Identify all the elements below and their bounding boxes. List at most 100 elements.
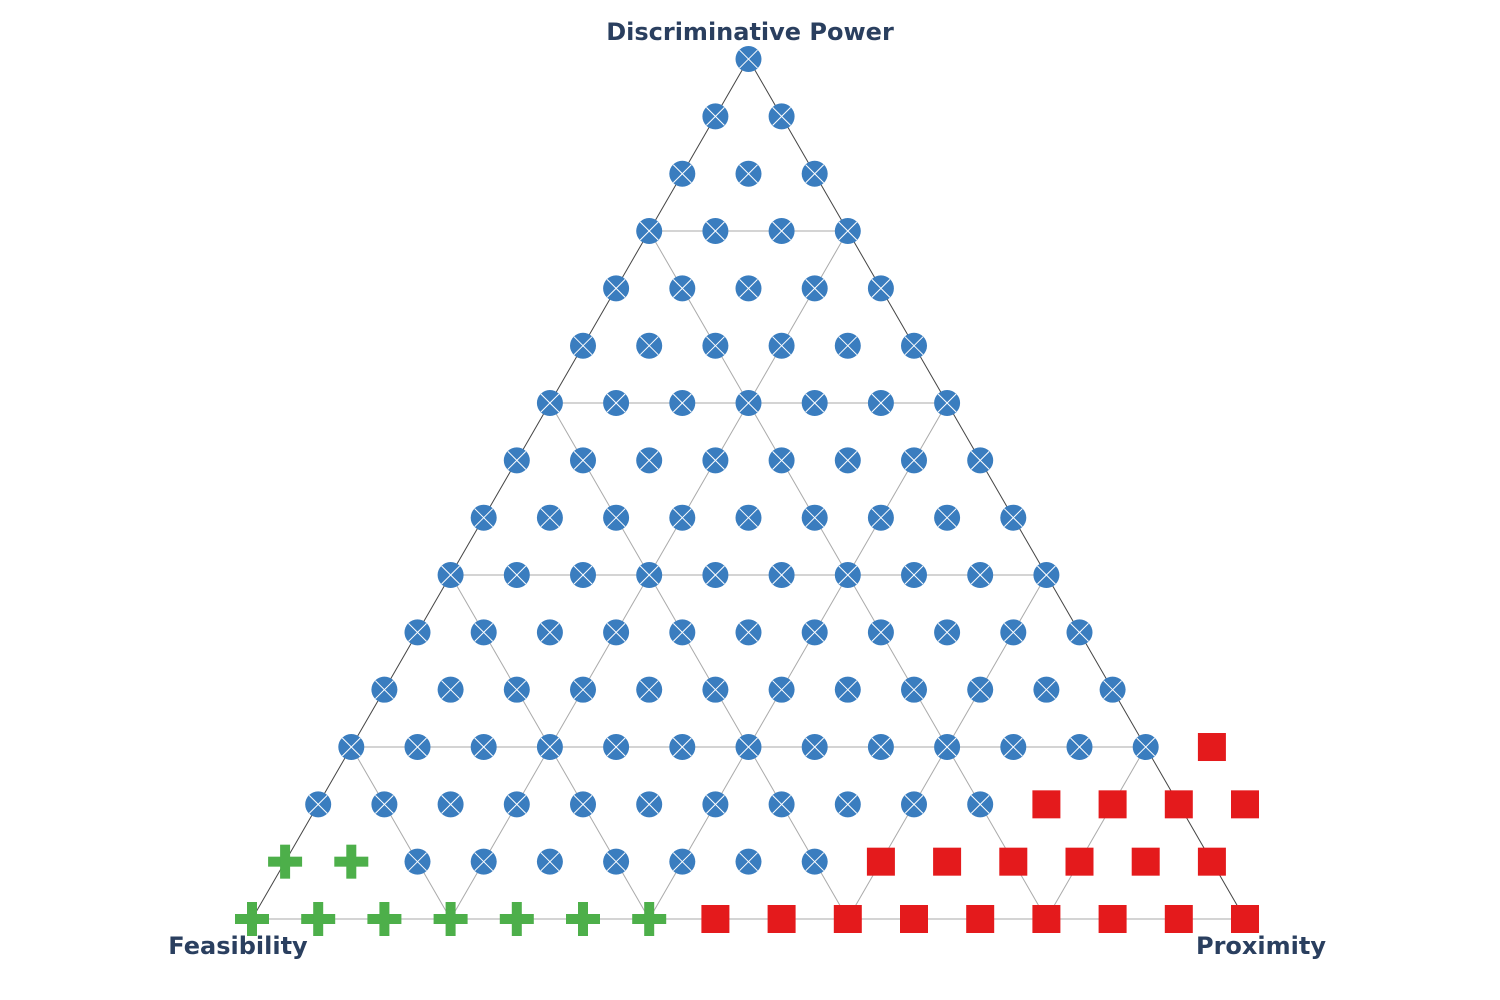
point-square <box>966 905 995 933</box>
point-cross <box>367 902 402 936</box>
point-cross <box>235 902 269 936</box>
point-circle-x <box>570 332 596 359</box>
point-cross <box>268 844 303 879</box>
point-circle-x <box>867 504 894 531</box>
point-circle-x <box>470 504 497 531</box>
point-circle-x <box>702 791 729 818</box>
point-square <box>1098 905 1127 933</box>
point-circle-x <box>503 447 530 474</box>
point-circle-x <box>536 734 563 761</box>
point-square <box>1032 790 1061 819</box>
point-circle-x <box>1000 504 1027 531</box>
point-circle-x <box>967 676 994 703</box>
point-circle-x <box>669 619 696 646</box>
point-circle-x <box>801 275 828 302</box>
ternary-frame <box>251 58 1246 920</box>
axis-label-left: Feasibility <box>168 932 308 960</box>
point-circle-x <box>305 791 332 818</box>
point-circle-x <box>801 848 828 875</box>
point-circle-x <box>735 848 762 875</box>
grid-line <box>1045 746 1147 920</box>
point-square <box>1231 905 1259 933</box>
point-circle-x <box>735 46 762 73</box>
point-square <box>701 905 730 933</box>
point-circle-x <box>834 447 861 474</box>
point-circle-x <box>702 562 729 589</box>
point-square <box>1065 847 1094 876</box>
point-circle-x <box>867 734 894 761</box>
point-circle-x <box>702 676 729 703</box>
point-circle-x <box>503 676 530 703</box>
point-circle-x <box>603 734 630 761</box>
ternary-grid <box>350 230 1147 920</box>
point-circle-x <box>901 332 927 359</box>
point-circle-x <box>470 619 497 646</box>
point-circle-x <box>702 103 729 130</box>
point-circle-x <box>1099 676 1126 703</box>
point-circle-x <box>834 791 861 818</box>
point-circle-x <box>1066 619 1093 646</box>
point-circle-x <box>934 504 961 531</box>
point-circle-x <box>603 275 630 302</box>
point-circle-x <box>570 562 596 589</box>
point-circle-x <box>867 390 894 417</box>
point-circle-x <box>867 275 894 302</box>
point-circle-x <box>669 504 696 531</box>
point-circle-x <box>669 848 696 875</box>
point-circle-x <box>967 562 994 589</box>
point-circle-x <box>371 676 398 703</box>
point-circle-x <box>901 676 927 703</box>
point-cross <box>632 902 667 936</box>
point-circle-x <box>570 676 596 703</box>
point-cross <box>566 902 600 936</box>
point-circle-x <box>901 791 927 818</box>
point-cross <box>499 902 534 936</box>
point-circle-x <box>669 734 696 761</box>
point-circle-x <box>735 734 762 761</box>
point-circle-x <box>570 791 596 818</box>
point-circle-x <box>570 447 596 474</box>
point-square <box>1164 790 1193 819</box>
point-circle-x <box>834 332 861 359</box>
point-square <box>1164 905 1193 933</box>
point-circle-x <box>834 562 861 589</box>
point-circle-x <box>768 332 795 359</box>
point-circle-x <box>834 218 861 245</box>
point-circle-x <box>636 676 663 703</box>
point-circle-x <box>636 447 663 474</box>
point-circle-x <box>536 848 563 875</box>
point-circle-x <box>735 504 762 531</box>
point-circle-x <box>636 562 663 589</box>
point-circle-x <box>404 848 431 875</box>
point-square <box>1231 790 1259 819</box>
point-circle-x <box>801 734 828 761</box>
point-circle-x <box>735 160 762 187</box>
point-circle-x <box>1066 734 1093 761</box>
point-circle-x <box>404 619 431 646</box>
point-circle-x <box>702 218 729 245</box>
point-circle-x <box>768 676 795 703</box>
point-circle-x <box>636 218 663 245</box>
axis-label-top: Discriminative Power <box>606 18 894 46</box>
left-edge <box>251 58 749 920</box>
point-square <box>1197 733 1226 762</box>
point-circle-x <box>503 562 530 589</box>
right-edge <box>748 58 1246 920</box>
point-circle-x <box>901 562 927 589</box>
point-square <box>866 847 895 876</box>
grid-line <box>648 402 948 920</box>
point-circle-x <box>768 562 795 589</box>
point-circle-x <box>536 504 563 531</box>
grid-line <box>350 746 452 920</box>
point-square <box>833 905 862 933</box>
point-circle-x <box>1000 734 1027 761</box>
point-circle-x <box>636 332 663 359</box>
point-circle-x <box>967 447 994 474</box>
point-square <box>999 847 1028 876</box>
point-square <box>1131 847 1160 876</box>
point-circle-x <box>603 504 630 531</box>
point-circle-x <box>735 275 762 302</box>
point-circle-x <box>603 619 630 646</box>
point-circle-x <box>636 791 663 818</box>
